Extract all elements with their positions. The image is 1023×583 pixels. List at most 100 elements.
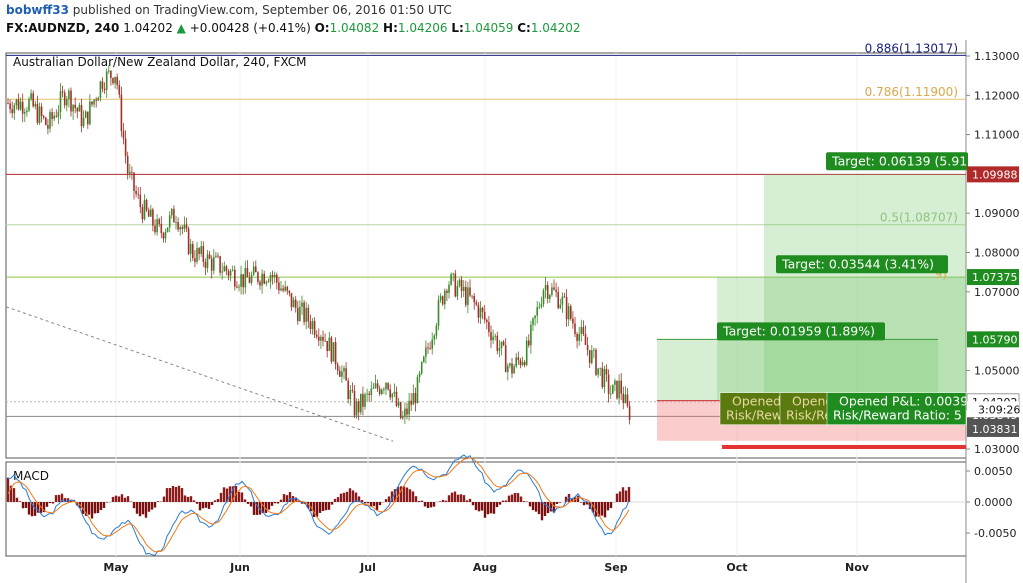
macd-histogram-bar — [294, 497, 298, 502]
candle-body — [80, 105, 83, 127]
candle-body — [425, 347, 427, 357]
candle-body — [97, 97, 100, 101]
candle-body — [395, 391, 398, 406]
candle-body — [145, 199, 148, 211]
macd-histogram-bar — [141, 502, 145, 515]
macd-histogram-bar — [15, 497, 19, 502]
candle-body — [108, 70, 110, 72]
macd-histogram-bar — [210, 502, 214, 505]
candle-body — [370, 388, 373, 395]
x-axis-tick-label: Sep — [604, 561, 627, 574]
macd-histogram-bar — [411, 491, 415, 502]
candle-body — [257, 272, 259, 282]
candle-body — [544, 284, 547, 291]
candle-body — [362, 393, 364, 407]
author-link[interactable]: bobwff33 — [6, 3, 69, 17]
candle-body — [357, 401, 360, 413]
macd-histogram-bar — [102, 502, 106, 508]
macd-histogram-bar — [483, 502, 487, 518]
macd-histogram-bar — [477, 502, 481, 512]
candle-body — [45, 117, 47, 126]
candle-body — [307, 307, 310, 322]
candle-body — [175, 221, 177, 223]
candle-body — [448, 284, 450, 293]
macd-histogram-bar — [429, 502, 433, 508]
candle-body — [507, 365, 509, 373]
x-axis-tick-label: May — [103, 561, 128, 574]
candle-body — [244, 268, 247, 288]
macd-histogram-bar — [528, 502, 532, 507]
macd-histogram-bar — [555, 502, 559, 504]
macd-histogram-bar — [225, 488, 229, 502]
candle-body — [578, 333, 580, 341]
macd-histogram-bar — [591, 502, 595, 513]
candle-body — [559, 304, 562, 309]
candle-body — [567, 306, 570, 320]
macd-histogram-bar — [9, 485, 13, 502]
macd-histogram-bar — [150, 502, 154, 510]
candle-body — [7, 103, 9, 104]
candle-body — [181, 227, 184, 229]
candle-body — [87, 111, 89, 125]
candle-body — [202, 246, 205, 262]
open-label: O: — [314, 21, 330, 35]
candle-body — [532, 318, 534, 325]
macd-histogram-bar — [231, 486, 235, 502]
candle-body — [555, 289, 557, 293]
y-axis-tick-label: 1.03000 — [974, 443, 1020, 456]
macd-histogram-bar — [261, 502, 265, 514]
candle-body — [42, 115, 45, 118]
chart-canvas[interactable]: 0.886(1.13017) 0.786(1.11900) 0.5(1.08707)… — [0, 40, 1023, 583]
candle-body — [349, 390, 352, 400]
candle-body — [324, 340, 326, 342]
macd-histogram-bar — [153, 502, 157, 508]
high-value: 1.04206 — [397, 21, 448, 35]
macd-histogram-bar — [162, 496, 166, 502]
candle-body — [147, 210, 150, 217]
macd-histogram-bar — [216, 499, 220, 502]
candle-body — [271, 275, 274, 277]
macd-histogram-bar — [552, 502, 556, 513]
macd-histogram-bar — [282, 494, 286, 502]
candle-body — [252, 266, 255, 275]
candle-body — [160, 223, 163, 234]
candle-body — [34, 103, 37, 107]
position-target-zone — [764, 174, 966, 401]
macd-histogram-bar — [279, 499, 283, 502]
macd-histogram-bar — [201, 502, 205, 509]
price-axis-badge-text: 1.03831 — [972, 423, 1018, 436]
macd-histogram-bar — [36, 502, 40, 513]
candle-body — [609, 393, 612, 395]
candle-body — [429, 348, 431, 349]
macd-histogram-bar — [405, 487, 409, 502]
low-label: L: — [451, 21, 464, 35]
candle-body — [112, 77, 114, 84]
symbol-name: FX:AUDNZD, 240 — [6, 21, 120, 35]
candle-body — [607, 374, 610, 394]
candle-body — [234, 269, 236, 287]
price-axis-badge-text: 1.09988 — [972, 168, 1018, 181]
candle-body — [273, 274, 276, 277]
macd-histogram-bar — [219, 492, 223, 502]
candle-body — [118, 84, 121, 95]
candle-body — [408, 400, 410, 415]
candle-body — [278, 282, 280, 291]
candle-body — [334, 342, 337, 365]
candle-body — [534, 315, 536, 319]
macd-histogram-bar — [420, 500, 424, 502]
macd-histogram-bar — [45, 502, 49, 507]
candle-body — [339, 370, 341, 377]
candle-body — [192, 244, 194, 259]
macd-histogram-bar — [105, 502, 109, 503]
y-axis-tick-label: 1.12000 — [974, 89, 1020, 102]
macd-histogram-bar — [603, 502, 607, 518]
macd-histogram-bar — [321, 502, 325, 512]
candle-body — [139, 194, 142, 208]
macd-histogram-bar — [357, 496, 361, 502]
candle-body — [488, 322, 490, 333]
candle-body — [89, 101, 91, 125]
candle-body — [248, 277, 251, 283]
macd-histogram-bar — [600, 502, 604, 516]
macd-histogram-bar — [345, 491, 349, 502]
candle-body — [78, 105, 81, 112]
